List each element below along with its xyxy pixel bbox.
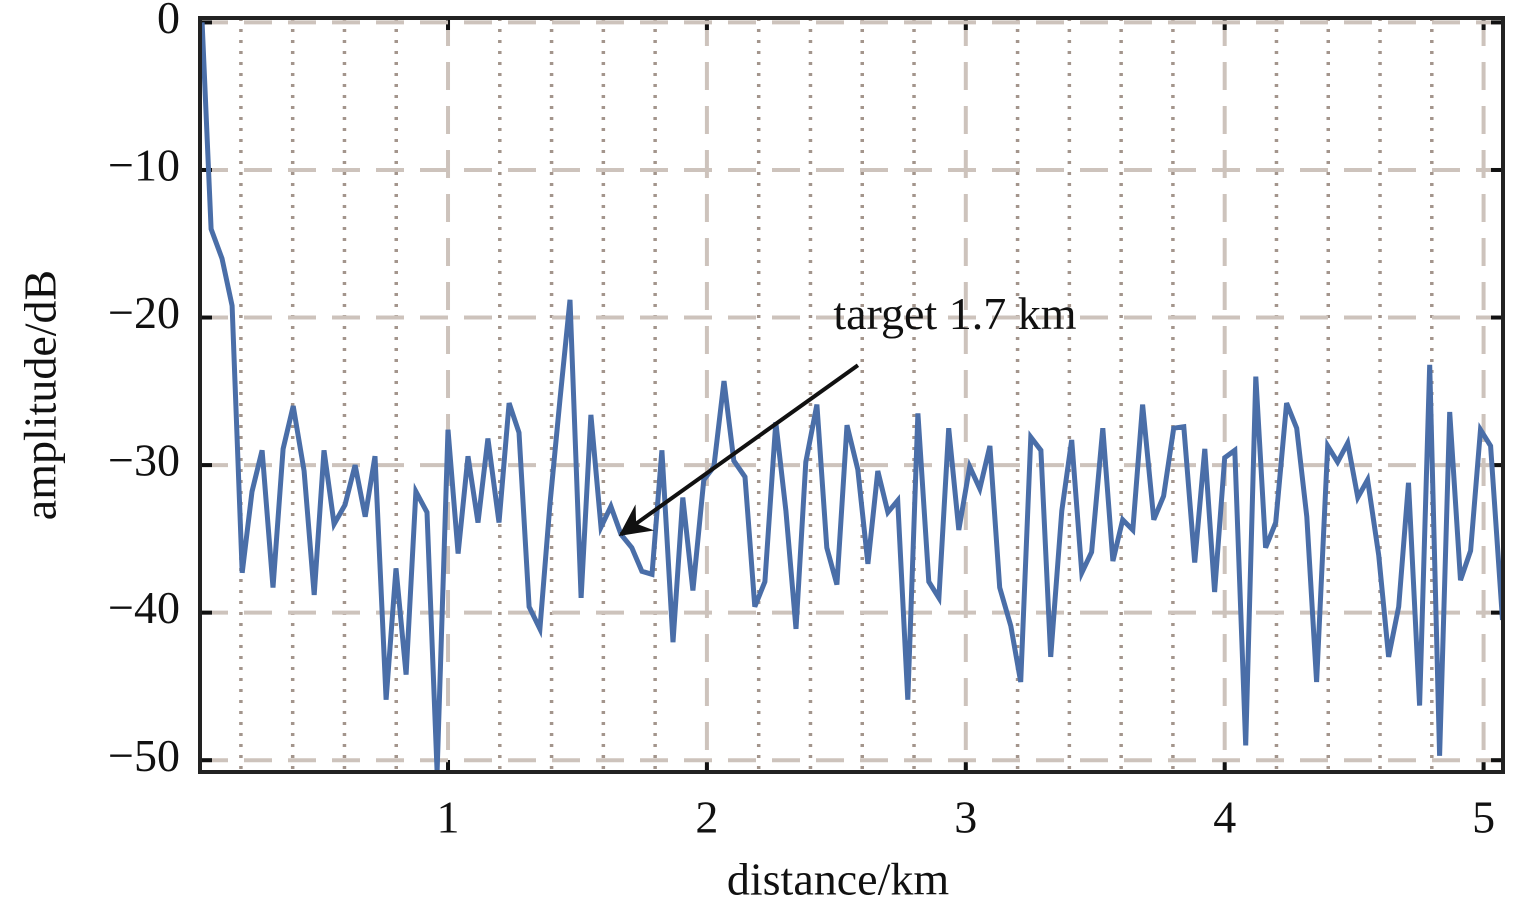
y-tick-label: −50 xyxy=(108,730,180,781)
y-tick-label: −20 xyxy=(108,287,180,338)
annotation-text: target 1.7 km xyxy=(833,288,1076,339)
y-tick-label: −30 xyxy=(108,435,180,486)
x-tick-label: 3 xyxy=(954,792,977,843)
x-tick-label: 1 xyxy=(437,792,460,843)
x-tick-label: 4 xyxy=(1213,792,1236,843)
x-tick-label: 5 xyxy=(1472,792,1495,843)
y-tick-label: −40 xyxy=(108,582,180,633)
data-line xyxy=(199,22,1505,773)
x-tick-label: 2 xyxy=(695,792,718,843)
plot-frame xyxy=(198,16,1505,774)
y-tick-label: 0 xyxy=(157,0,180,43)
y-tick-label: −10 xyxy=(108,140,180,191)
x-axis-label: distance/km xyxy=(727,854,949,905)
annotation-arrow xyxy=(618,363,860,537)
y-axis-label: amplitude/dB xyxy=(15,270,66,520)
